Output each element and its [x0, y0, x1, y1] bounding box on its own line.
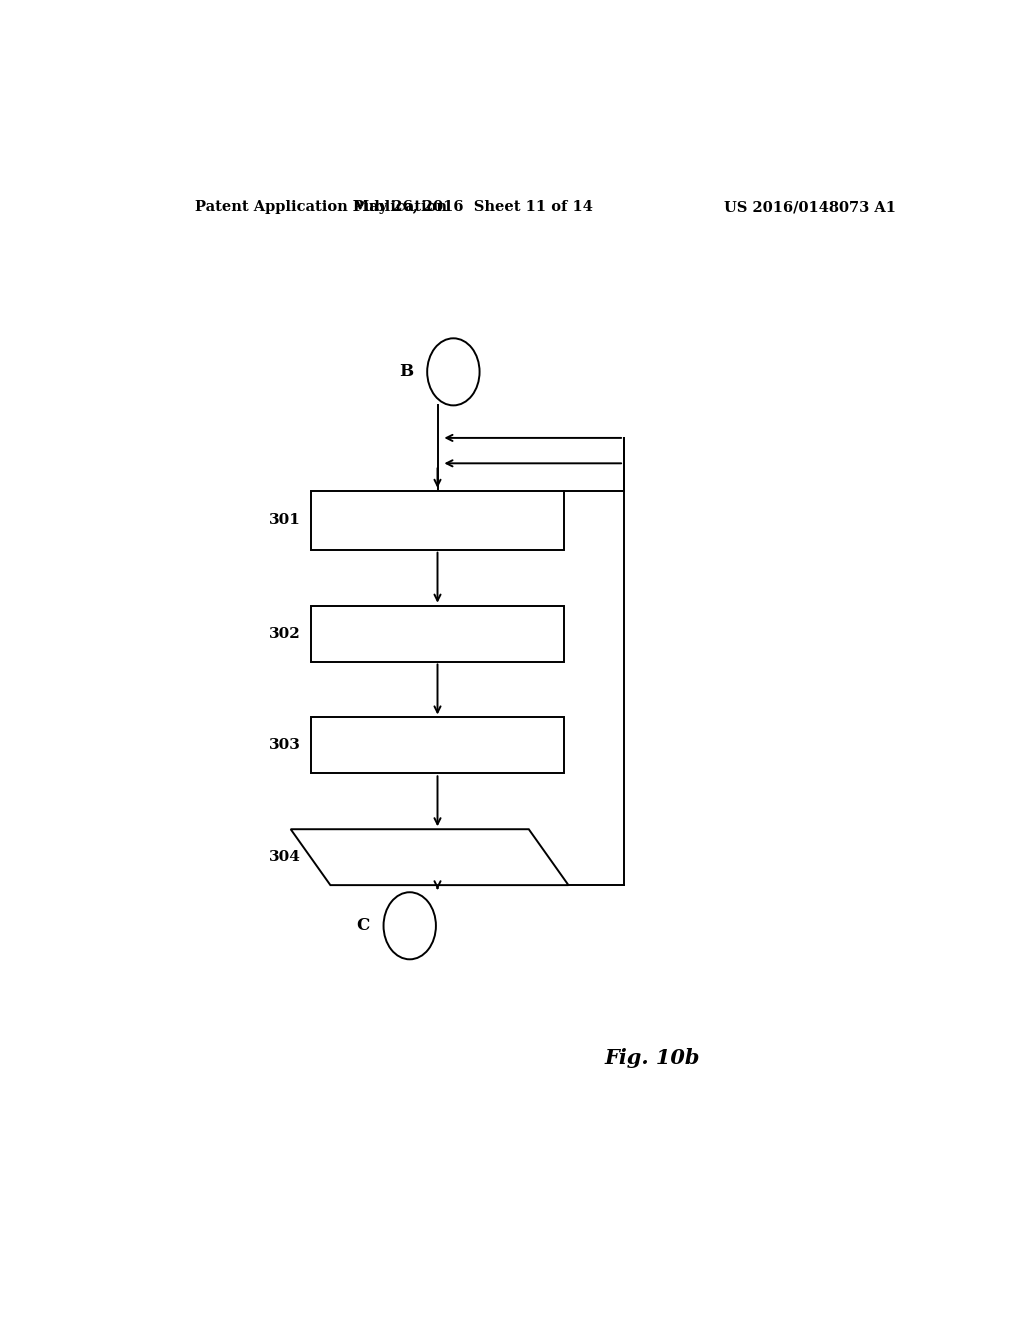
Polygon shape: [291, 829, 568, 886]
Text: 302: 302: [269, 627, 301, 640]
Text: 304: 304: [269, 850, 301, 865]
Text: US 2016/0148073 A1: US 2016/0148073 A1: [725, 201, 896, 214]
Bar: [310, 718, 564, 774]
Text: Patent Application Publication: Patent Application Publication: [196, 201, 447, 214]
Text: 301: 301: [269, 513, 301, 527]
Bar: [310, 606, 564, 661]
Text: Fig. 10b: Fig. 10b: [604, 1048, 699, 1068]
Text: 303: 303: [269, 738, 301, 752]
Text: C: C: [356, 917, 370, 935]
Text: May 26, 2016  Sheet 11 of 14: May 26, 2016 Sheet 11 of 14: [353, 201, 593, 214]
Text: B: B: [398, 363, 413, 380]
Bar: [310, 491, 564, 549]
